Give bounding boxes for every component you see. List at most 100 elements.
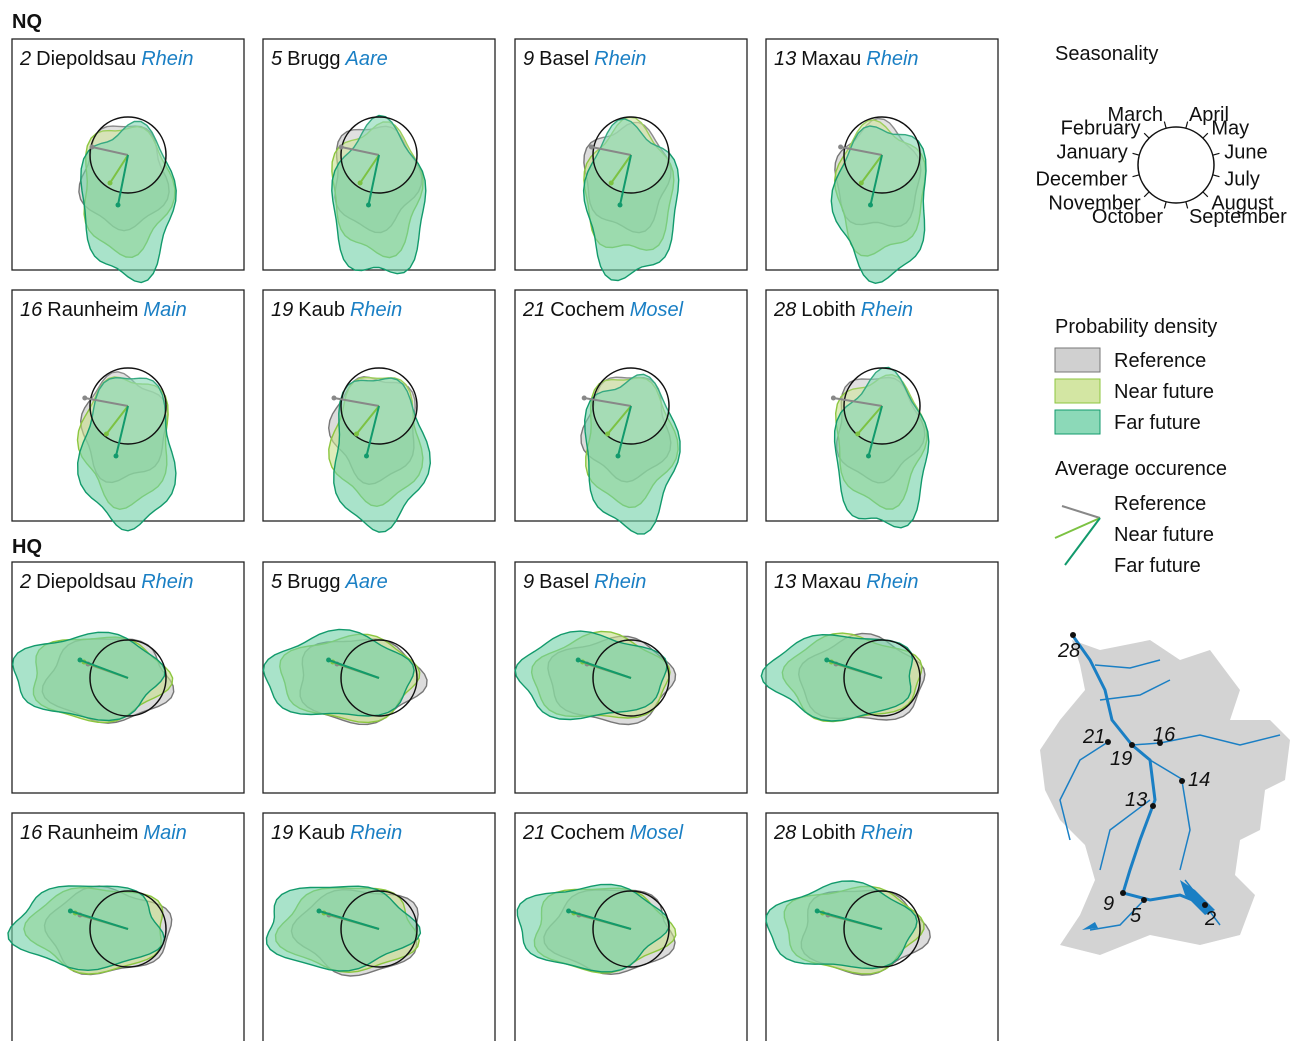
density-label: Far future xyxy=(1114,412,1201,434)
station-name: Maxau xyxy=(801,571,861,593)
panel: 13 Maxau Rhein xyxy=(760,561,999,794)
panel-frame xyxy=(262,561,496,794)
season-circle xyxy=(89,890,167,968)
panel: 2 Diepoldsau Rhein xyxy=(11,38,245,284)
river-name: Main xyxy=(143,299,186,321)
panel-title: 13 Maxau Rhein xyxy=(774,571,919,593)
arrow-head-2 xyxy=(866,453,871,459)
density-label: Reference xyxy=(1114,350,1206,372)
station-name: Raunheim xyxy=(47,299,138,321)
station-label: 13 xyxy=(1125,789,1147,811)
mean-arrow-2 xyxy=(867,405,883,457)
mean-arrow-2 xyxy=(318,910,380,930)
panel: 21 Cochem Mosel xyxy=(514,812,748,1041)
mean-arrow-2 xyxy=(117,154,129,206)
arrow-head-2 xyxy=(67,908,73,914)
mean-arrow-1 xyxy=(109,154,129,184)
station-dot xyxy=(1157,740,1163,746)
season-circle xyxy=(89,639,167,717)
station-name: Lobith xyxy=(801,299,856,321)
river-name: Rhein xyxy=(861,299,913,321)
arrow-head-1 xyxy=(354,431,359,437)
river-name: Rhein xyxy=(141,48,193,70)
station-dot xyxy=(1141,897,1147,903)
occurrence-arrow xyxy=(1061,505,1101,519)
mean-arrow-2 xyxy=(367,154,380,206)
arrow-head-0 xyxy=(838,144,844,150)
month-label: December xyxy=(1035,169,1128,191)
mean-arrow-1 xyxy=(860,154,883,184)
panel-frame xyxy=(262,38,496,271)
panel: 16 Raunheim Main xyxy=(11,289,245,532)
panel: 5 Brugg Aare xyxy=(262,38,496,275)
arrow-head-1 xyxy=(605,431,611,437)
panel: 19 Kaub Rhein xyxy=(262,812,496,1041)
station-name: Cochem xyxy=(550,822,624,844)
mean-arrow-1 xyxy=(856,405,883,435)
arrow-head-1 xyxy=(855,431,861,437)
mean-arrow-0 xyxy=(584,397,632,407)
station-number: 5 xyxy=(271,48,283,70)
season-circle xyxy=(843,639,921,717)
panel: 28 Lobith Rhein xyxy=(765,812,999,1041)
station-name: Cochem xyxy=(550,299,624,321)
station-number: 21 xyxy=(522,299,545,321)
station-label: 5 xyxy=(1130,905,1142,927)
panel: 5 Brugg Aare xyxy=(262,561,496,794)
panel-title: 9 Basel Rhein xyxy=(523,571,646,593)
mean-arrow-2 xyxy=(115,405,129,457)
panel-frame xyxy=(765,812,999,1041)
station-number: 13 xyxy=(774,571,796,593)
panel-title: 5 Brugg Aare xyxy=(271,48,388,70)
catchment-map xyxy=(1040,635,1290,955)
group-label: HQ xyxy=(12,536,42,558)
density-title: Probability density xyxy=(1055,316,1217,338)
arrow-head-2 xyxy=(77,657,83,663)
arrow-head-0 xyxy=(89,144,95,150)
month-tick xyxy=(1185,201,1189,209)
month-label: May xyxy=(1211,118,1249,140)
mean-arrow-0 xyxy=(340,146,380,156)
season-circle xyxy=(843,890,921,968)
arrow-head-2 xyxy=(615,453,621,459)
station-number: 16 xyxy=(20,822,43,844)
station-name: Maxau xyxy=(801,48,861,70)
arrow-head-0 xyxy=(581,395,587,401)
arrow-head-2 xyxy=(814,908,820,914)
station-dot xyxy=(1150,803,1156,809)
panel-frame xyxy=(765,289,999,522)
month-label: September xyxy=(1189,206,1287,228)
month-tick xyxy=(1132,152,1140,156)
station-number: 16 xyxy=(20,299,43,321)
station-dot xyxy=(1129,742,1135,748)
month-label: March xyxy=(1107,104,1163,126)
station-name: Diepoldsau xyxy=(36,48,136,70)
station-name: Raunheim xyxy=(47,822,138,844)
mean-arrow-2 xyxy=(869,154,883,206)
station-number: 19 xyxy=(271,822,293,844)
panel-title: 19 Kaub Rhein xyxy=(271,822,402,844)
occurrence-title: Average occurence xyxy=(1055,458,1227,480)
main-river xyxy=(1071,635,1206,907)
seasonality-title: Seasonality xyxy=(1055,43,1158,65)
river-name: Rhein xyxy=(866,571,918,593)
density-2 xyxy=(514,630,668,721)
station-number: 28 xyxy=(773,822,796,844)
mean-arrow-2 xyxy=(70,910,129,930)
station-label: 2 xyxy=(1204,908,1216,930)
density-2 xyxy=(333,377,432,533)
station-dot xyxy=(1070,632,1076,638)
month-label: October xyxy=(1092,206,1163,228)
station-number: 9 xyxy=(523,48,534,70)
arrow-head-2 xyxy=(575,657,581,663)
mean-arrow-0 xyxy=(333,397,380,407)
river-name: Rhein xyxy=(594,571,646,593)
station-dot xyxy=(1202,902,1208,908)
river-name: Rhein xyxy=(350,299,402,321)
month-label: July xyxy=(1224,169,1260,191)
station-number: 2 xyxy=(19,48,31,70)
month-tick xyxy=(1185,121,1189,129)
month-tick xyxy=(1143,191,1150,198)
panel-frame xyxy=(514,561,748,794)
